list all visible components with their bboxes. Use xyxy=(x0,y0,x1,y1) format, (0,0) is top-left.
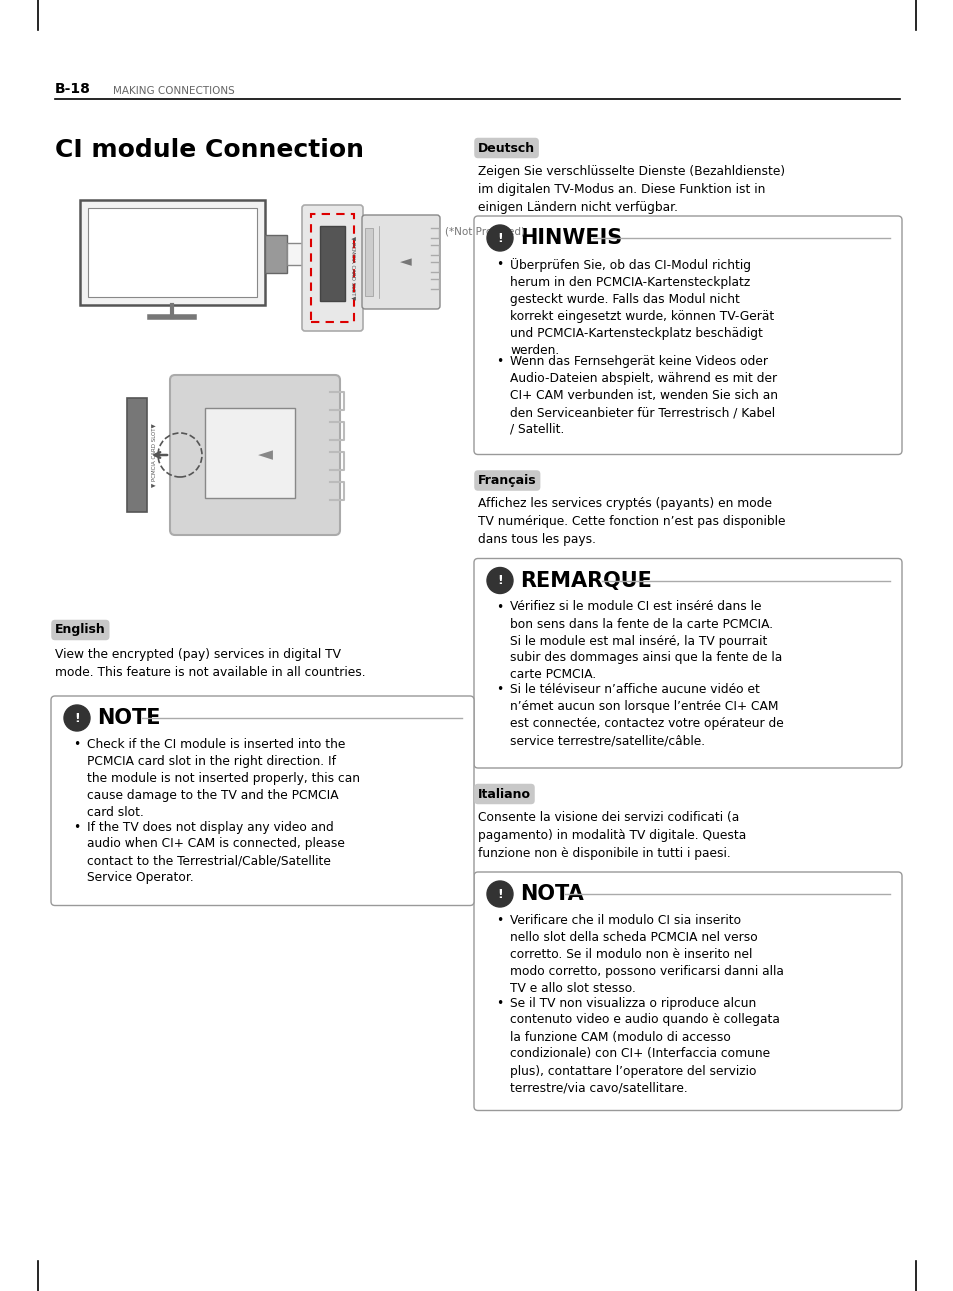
Text: ▼ PCMCIA CARD SLOT▼: ▼ PCMCIA CARD SLOT▼ xyxy=(350,236,355,300)
Text: •: • xyxy=(73,738,80,751)
Text: •: • xyxy=(496,355,503,368)
FancyBboxPatch shape xyxy=(361,216,439,309)
FancyBboxPatch shape xyxy=(265,235,287,272)
Text: ▼ PCMCIA CARD SLOT▼: ▼ PCMCIA CARD SLOT▼ xyxy=(151,423,156,487)
Text: Check if the CI module is inserted into the
PCMCIA card slot in the right direct: Check if the CI module is inserted into … xyxy=(87,738,359,818)
Text: ◄: ◄ xyxy=(257,445,273,465)
Text: English: English xyxy=(55,624,106,636)
Text: Verificare che il modulo CI sia inserito
nello slot della scheda PCMCIA nel vers: Verificare che il modulo CI sia inserito… xyxy=(510,914,783,995)
Text: •: • xyxy=(73,821,80,834)
FancyBboxPatch shape xyxy=(474,216,901,454)
Text: Italiano: Italiano xyxy=(477,788,531,800)
FancyBboxPatch shape xyxy=(80,200,265,305)
Text: Deutsch: Deutsch xyxy=(477,142,535,155)
Text: ◄: ◄ xyxy=(399,254,412,270)
Text: Si le téléviseur n’affiche aucune vidéo et
n’émet aucun son lorsque l’entrée CI+: Si le téléviseur n’affiche aucune vidéo … xyxy=(510,683,783,747)
Text: •: • xyxy=(496,997,503,1010)
FancyBboxPatch shape xyxy=(287,243,305,265)
Text: View the encrypted (pay) services in digital TV
mode. This feature is not availa: View the encrypted (pay) services in dig… xyxy=(55,648,365,679)
Text: Überprüfen Sie, ob das CI-Modul richtig
herum in den PCMCIA-Kartensteckplatz
ges: Überprüfen Sie, ob das CI-Modul richtig … xyxy=(510,258,774,358)
Text: NOTA: NOTA xyxy=(519,884,583,904)
Text: (*Not Provided): (*Not Provided) xyxy=(444,226,524,236)
FancyBboxPatch shape xyxy=(365,229,373,296)
FancyBboxPatch shape xyxy=(474,559,901,768)
Text: •: • xyxy=(496,914,503,927)
FancyBboxPatch shape xyxy=(302,205,363,330)
Text: Vérifiez si le module CI est inséré dans le
bon sens dans la fente de la carte P: Vérifiez si le module CI est inséré dans… xyxy=(510,600,781,682)
Text: HINWEIS: HINWEIS xyxy=(519,229,621,248)
FancyBboxPatch shape xyxy=(170,374,339,534)
Text: Zeigen Sie verschlüsselte Dienste (Bezahldienste)
im digitalen TV-Modus an. Dies: Zeigen Sie verschlüsselte Dienste (Bezah… xyxy=(477,165,784,214)
FancyBboxPatch shape xyxy=(319,226,345,301)
Text: B-18: B-18 xyxy=(55,83,91,96)
Text: CI module Connection: CI module Connection xyxy=(55,138,364,161)
Circle shape xyxy=(486,225,513,250)
Text: !: ! xyxy=(74,711,80,724)
FancyBboxPatch shape xyxy=(51,696,474,905)
Text: Français: Français xyxy=(477,474,536,487)
Text: !: ! xyxy=(497,574,502,587)
FancyBboxPatch shape xyxy=(205,408,294,498)
Text: Wenn das Fernsehgerät keine Videos oder
Audio-Dateien abspielt, während es mit d: Wenn das Fernsehgerät keine Videos oder … xyxy=(510,355,778,436)
Text: •: • xyxy=(496,683,503,696)
Text: Consente la visione dei servizi codificati (a
pagamento) in modalità TV digitale: Consente la visione dei servizi codifica… xyxy=(477,811,745,860)
FancyBboxPatch shape xyxy=(474,871,901,1110)
Circle shape xyxy=(486,880,513,908)
FancyBboxPatch shape xyxy=(127,398,147,513)
FancyBboxPatch shape xyxy=(88,208,256,297)
Text: NOTE: NOTE xyxy=(97,707,160,728)
Text: !: ! xyxy=(497,231,502,244)
Text: REMARQUE: REMARQUE xyxy=(519,571,651,590)
Circle shape xyxy=(64,705,90,731)
Text: •: • xyxy=(496,600,503,613)
Text: If the TV does not display any video and
audio when CI+ CAM is connected, please: If the TV does not display any video and… xyxy=(87,821,345,884)
Text: MAKING CONNECTIONS: MAKING CONNECTIONS xyxy=(112,86,234,96)
Text: Affichez les services cryptés (payants) en mode
TV numérique. Cette fonction n’e: Affichez les services cryptés (payants) … xyxy=(477,497,784,546)
Text: !: ! xyxy=(497,887,502,901)
Circle shape xyxy=(486,568,513,594)
Text: Se il TV non visualizza o riproduce alcun
contenuto video e audio quando è colle: Se il TV non visualizza o riproduce alcu… xyxy=(510,997,779,1095)
Text: •: • xyxy=(496,258,503,271)
